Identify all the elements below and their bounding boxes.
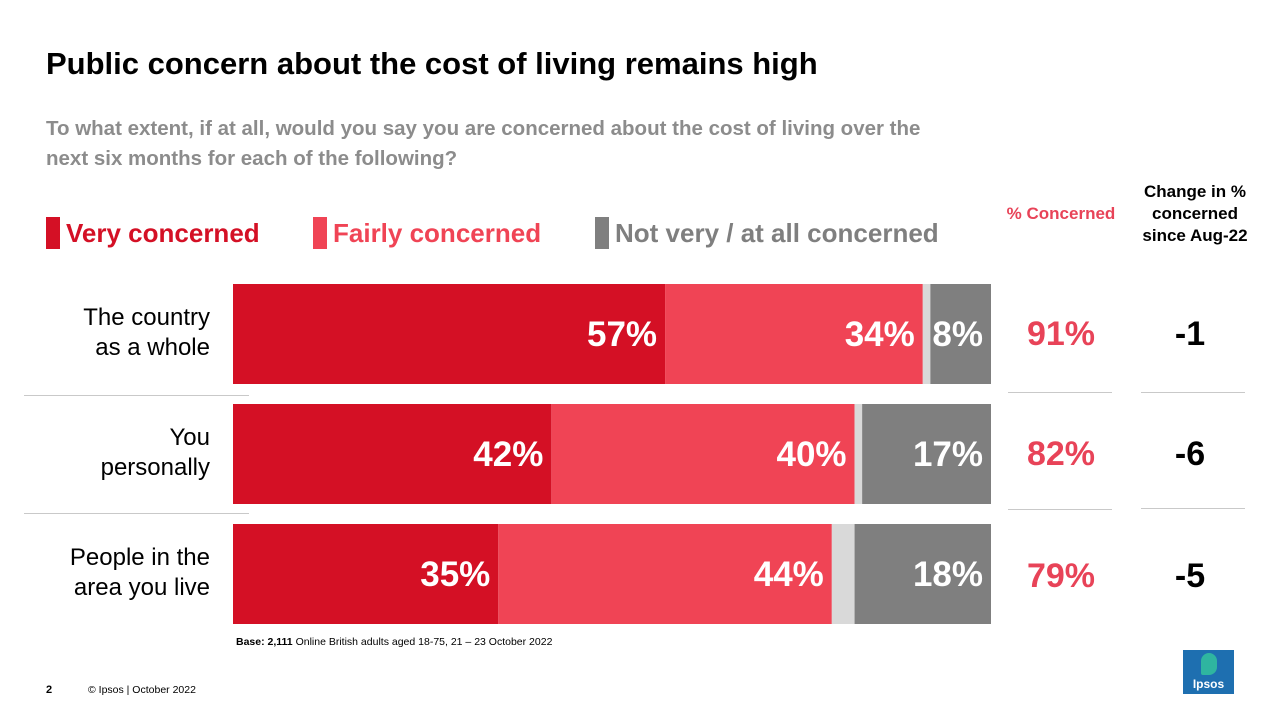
bar-not-area <box>854 524 991 624</box>
base-note: Base: 2,111 Online British adults aged 1… <box>236 636 552 648</box>
change-area: -5 <box>1174 557 1206 595</box>
row-divider <box>24 513 249 514</box>
column-header-change: Change in % concerned since Aug-22 <box>1142 182 1248 245</box>
row-divider <box>1008 392 1112 393</box>
percent-concerned-area: 79% <box>1026 557 1096 595</box>
base-text: Online British adults aged 18-75, 21 – 2… <box>295 636 553 648</box>
row-label-personally: You personally <box>20 423 210 483</box>
legend-label-very: Very concerned <box>66 217 260 248</box>
legend-label-fairly: Fairly concerned <box>333 217 542 248</box>
legend-item-very-concerned: Very concerned <box>46 216 260 250</box>
row-label-line: The country <box>83 304 210 331</box>
logo-text: Ipsos <box>1192 677 1225 691</box>
logo-mark <box>1201 653 1217 675</box>
data-label-fairly-country: 34% <box>845 315 915 354</box>
legend-label-not: Not very / at all concerned <box>615 217 939 248</box>
legend-swatch-not <box>595 217 609 249</box>
bar-fairly-country <box>665 284 923 384</box>
bar-not-country <box>930 284 991 384</box>
row-label-country: The country as a whole <box>20 303 210 363</box>
row-label-line: People in the <box>69 544 210 571</box>
change-personally: -6 <box>1174 435 1206 473</box>
bar-not-personally <box>862 404 991 504</box>
row-divider <box>1141 392 1245 393</box>
data-label-not-personally: 17% <box>913 435 983 474</box>
bar-very-country <box>233 284 666 384</box>
page-number: 2 <box>46 684 53 696</box>
bar-fairly-personally <box>551 404 855 504</box>
question-subtitle: To what extent, if at all, would you say… <box>46 117 921 170</box>
bar-dontknow-country <box>922 284 931 384</box>
row-label-line: as a whole <box>95 334 210 361</box>
page-title: Public concern about the cost of living … <box>46 46 818 81</box>
data-label-fairly-area: 44% <box>754 555 824 594</box>
row-label-area: People in the area you live <box>20 543 210 603</box>
bar-dontknow-personally <box>854 404 863 504</box>
row-label-line: You <box>169 424 211 451</box>
percent-concerned-country: 91% <box>1026 315 1096 353</box>
percent-concerned-personally: 82% <box>1026 435 1096 473</box>
legend-swatch-fairly <box>313 217 327 249</box>
bar-very-personally <box>233 404 552 504</box>
row-label-line: personally <box>100 454 210 481</box>
bar-fairly-area <box>498 524 832 624</box>
legend-item-fairly-concerned: Fairly concerned <box>313 216 541 250</box>
change-country: -1 <box>1174 315 1206 353</box>
bar-very-area <box>233 524 499 624</box>
row-divider <box>1008 509 1112 510</box>
data-label-very-area: 35% <box>420 555 490 594</box>
bar-dontknow-area <box>831 524 855 624</box>
row-label-line: area you live <box>73 574 210 601</box>
row-divider <box>24 395 249 396</box>
base-label: Base: <box>236 636 265 648</box>
copyright-text: © Ipsos | October 2022 <box>88 684 196 696</box>
data-label-not-area: 18% <box>913 555 983 594</box>
column-header-percent-concerned: % Concerned <box>1006 204 1116 223</box>
base-value: 2,111 <box>267 636 293 648</box>
legend-item-not-concerned: Not very / at all concerned <box>595 216 939 250</box>
data-label-fairly-personally: 40% <box>776 435 846 474</box>
legend-swatch-very <box>46 217 60 249</box>
data-label-very-personally: 42% <box>473 435 543 474</box>
data-label-very-country: 57% <box>587 315 657 354</box>
row-divider <box>1141 508 1245 509</box>
ipsos-logo: Ipsos <box>1183 650 1234 694</box>
data-label-not-country: 8% <box>932 315 983 354</box>
